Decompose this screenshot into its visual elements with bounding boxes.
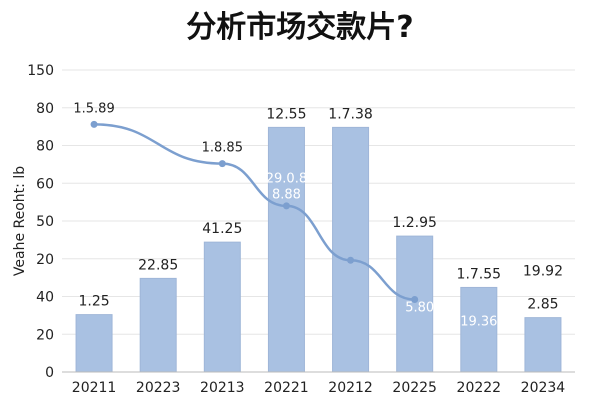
- x-tick-label: 20211: [72, 380, 117, 396]
- y-axis-label: Veahe Reoht: lb: [12, 166, 28, 276]
- y-tick-label: 60: [36, 176, 54, 192]
- bar: [396, 235, 434, 373]
- trend-point: [90, 120, 98, 128]
- bar: [203, 241, 241, 373]
- bar-value-label: 22.85: [138, 257, 178, 273]
- bar-inside-label: 8.88: [272, 187, 301, 202]
- y-tick-label: 80: [36, 101, 54, 117]
- trend-point: [218, 160, 226, 168]
- y-tick-label: 0: [45, 365, 54, 381]
- y-tick-label: 80: [36, 139, 54, 155]
- y-tick-label: 20: [36, 252, 54, 268]
- bar-value-label: 2.85: [527, 297, 558, 313]
- y-tick-label: 40: [36, 290, 54, 306]
- y-tick-label: 50: [36, 214, 54, 230]
- trend-label: 1.5.89: [73, 101, 114, 116]
- bar-value-label: 1.7.55: [457, 266, 502, 282]
- x-tick-label: 20212: [328, 380, 373, 396]
- y-tick-label: 20: [36, 327, 54, 343]
- x-tick-label: 20222: [457, 380, 502, 396]
- trend-point: [347, 256, 355, 264]
- x-tick-label: 20234: [521, 380, 566, 396]
- x-tick-label: 20213: [200, 380, 245, 396]
- trend-label: 5.80: [405, 301, 434, 316]
- bar: [75, 314, 113, 373]
- bar: [332, 126, 370, 373]
- bar-value-label: 1.25: [78, 294, 109, 310]
- bar: [139, 277, 177, 373]
- bar: [524, 317, 562, 373]
- bar-value-label: 1.7.38: [328, 106, 373, 122]
- y-tick-label: 150: [27, 63, 54, 79]
- bar-value-label: 1.2.95: [392, 215, 437, 231]
- bar-value-label: 12.55: [266, 106, 306, 122]
- x-tick-label: 20225: [392, 380, 437, 396]
- bar-extra-label: 19.92: [523, 264, 563, 280]
- trend-point: [411, 296, 419, 304]
- bar-value-label: 41.25: [202, 221, 242, 237]
- trend-label: 1.8.85: [202, 141, 243, 156]
- bar: [267, 126, 305, 373]
- chart-title: 分析市场交款片?: [186, 10, 414, 45]
- bar-inside-label: 19.36: [460, 314, 497, 329]
- x-tick-label: 20221: [264, 380, 309, 396]
- bar: [460, 286, 498, 373]
- x-tick-label: 20223: [136, 380, 181, 396]
- bar-inside-label: 29.0.8: [266, 171, 307, 186]
- trend-point: [282, 202, 290, 210]
